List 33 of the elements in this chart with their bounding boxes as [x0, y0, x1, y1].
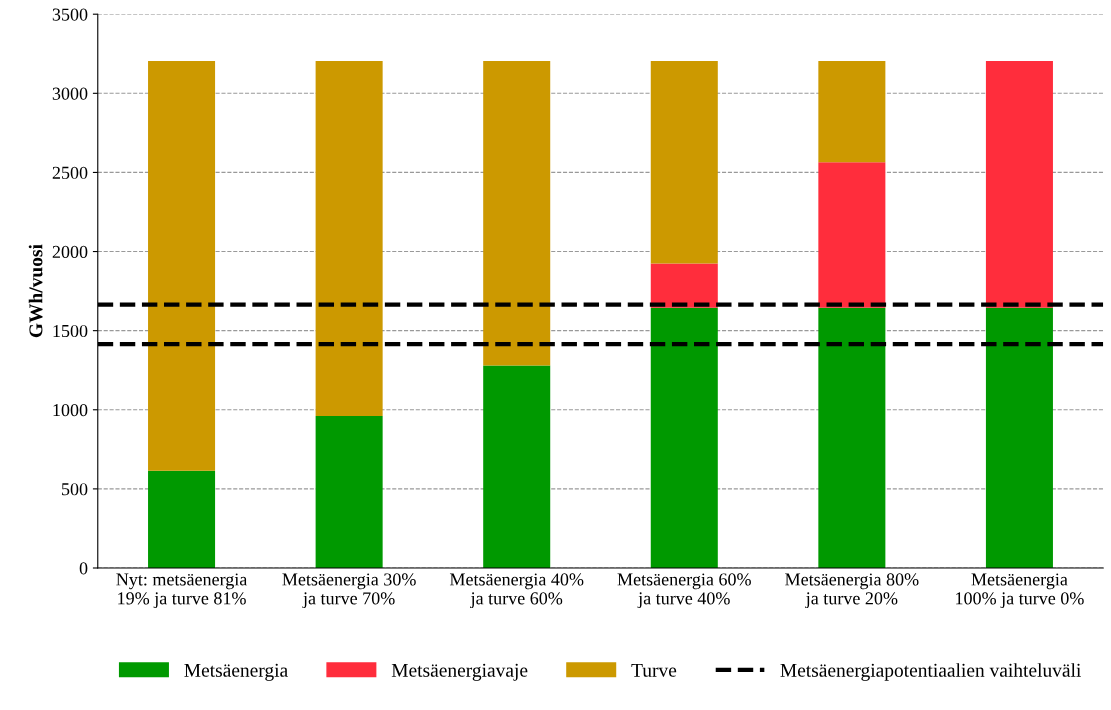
x-tick-label: Metsäenergia 80% ja turve 20% [785, 573, 919, 609]
bar [650, 263, 718, 308]
y-axis-title: GWh/vuosi [28, 244, 43, 338]
legend-label: Turve [631, 663, 677, 677]
x-tick-label: Nyt: metsäenergia 19% ja turve 81% [116, 573, 248, 609]
y-tick-label: 500 [62, 483, 88, 496]
y-tick-label: 3500 [52, 8, 88, 21]
bar [650, 307, 718, 568]
bar [148, 60, 216, 471]
bar [483, 60, 551, 366]
y-tick-label: 1000 [53, 404, 88, 417]
y-tick-label: 1500 [53, 324, 88, 338]
bar [818, 307, 886, 568]
bar [315, 60, 383, 417]
y-tick-label: 3000 [52, 87, 88, 100]
bar [315, 416, 383, 568]
x-tick-label: Metsäenergia 40% ja turve 60% [449, 573, 584, 609]
bar [818, 60, 886, 163]
legend-label: Metsäenergia [184, 663, 288, 681]
y-tick-label: 2500 [52, 166, 88, 179]
x-tick-label: Metsäenergia 30% ja turve 70% [282, 573, 416, 609]
bar [985, 307, 1053, 568]
legend-label: Metsäenergiapotentiaalien vaihteluväli [780, 663, 1081, 681]
x-tick-label: Metsäenergia 100% ja turve 0% [956, 573, 1084, 609]
x-tick-label: Metsäenergia 60% ja turve 40% [617, 573, 751, 609]
bar [985, 60, 1053, 308]
y-tick-label: 0 [79, 562, 88, 575]
y-tick-label: 2000 [52, 245, 88, 258]
bar [650, 60, 718, 264]
bar [483, 365, 551, 568]
bar [148, 470, 216, 568]
bar [818, 162, 886, 308]
legend-label: Metsäenergiavaje [391, 663, 528, 681]
